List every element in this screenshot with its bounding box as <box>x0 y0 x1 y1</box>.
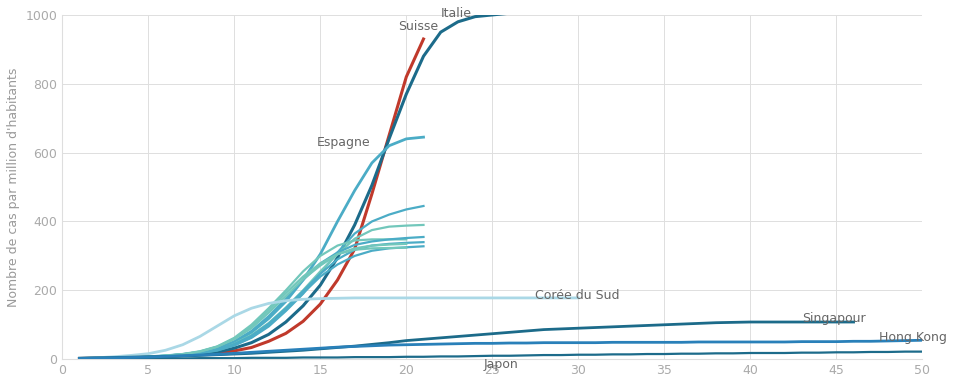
Text: Singapour: Singapour <box>802 312 866 325</box>
Text: Espagne: Espagne <box>317 136 371 149</box>
Text: Hong Kong: Hong Kong <box>879 331 948 344</box>
Text: Italie: Italie <box>441 7 471 20</box>
Text: Corée du Sud: Corée du Sud <box>536 289 620 302</box>
Text: Japon: Japon <box>484 358 518 371</box>
Y-axis label: Nombre de cas par million d'habitants: Nombre de cas par million d'habitants <box>7 67 20 307</box>
Text: Suisse: Suisse <box>397 20 438 33</box>
